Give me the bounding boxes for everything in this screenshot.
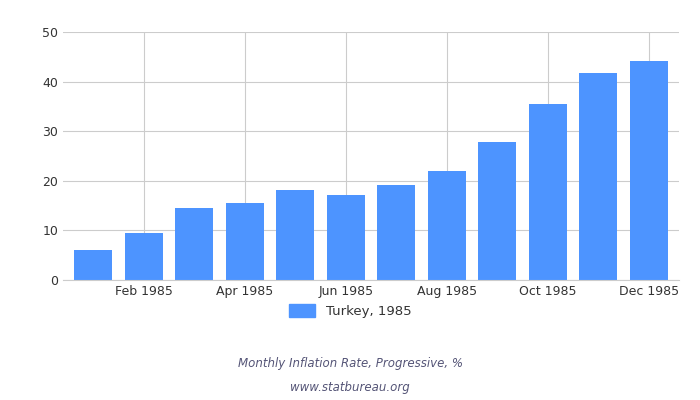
- Text: www.statbureau.org: www.statbureau.org: [290, 382, 410, 394]
- Bar: [226, 203, 264, 280]
- Bar: [528, 104, 567, 280]
- Bar: [428, 171, 466, 280]
- Bar: [125, 233, 162, 280]
- Bar: [630, 61, 668, 280]
- Bar: [74, 250, 112, 280]
- Bar: [175, 208, 214, 280]
- Bar: [580, 73, 617, 280]
- Bar: [478, 142, 516, 280]
- Text: Monthly Inflation Rate, Progressive, %: Monthly Inflation Rate, Progressive, %: [237, 358, 463, 370]
- Bar: [327, 195, 365, 280]
- Legend: Turkey, 1985: Turkey, 1985: [284, 299, 416, 324]
- Bar: [276, 190, 314, 280]
- Bar: [377, 185, 415, 280]
